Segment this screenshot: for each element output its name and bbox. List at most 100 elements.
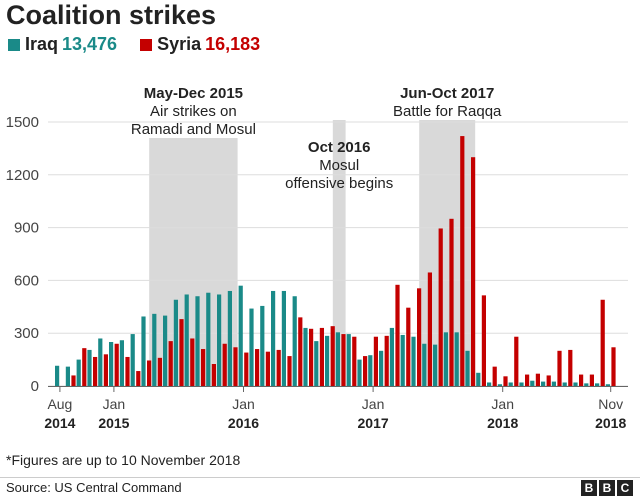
annotation-shade [332, 120, 346, 386]
bar-iraq [335, 332, 340, 386]
y-tick-label: 1500 [6, 114, 39, 131]
bar-iraq [346, 334, 351, 386]
bar-iraq [379, 350, 384, 386]
y-tick-label: 300 [14, 325, 39, 342]
bar-iraq [433, 344, 438, 386]
bar-syria [373, 336, 378, 386]
bar-syria [179, 319, 184, 386]
bar-syria [309, 328, 314, 386]
bar-iraq [411, 336, 416, 386]
bar-iraq [476, 372, 481, 386]
bar-iraq [368, 355, 373, 386]
footnote: *Figures are up to 10 November 2018 [6, 452, 241, 468]
bar-syria [384, 335, 389, 386]
bar-iraq [422, 343, 427, 386]
legend-item-iraq: Iraq 13,476 [8, 34, 117, 55]
bar-syria [449, 218, 454, 386]
chart-plot: 0 300 600 900 1200 1500 Aug 2014 Jan 2015 Jan 2016 J… [6, 85, 628, 431]
bar-iraq [584, 383, 589, 386]
y-tick-label: 600 [14, 272, 39, 289]
bar-syria [525, 374, 530, 386]
bar-iraq [163, 315, 168, 386]
bar-iraq [454, 332, 459, 386]
x-tick-month: Aug [47, 396, 72, 412]
annotation-text: Mosul [319, 157, 359, 174]
bar-iraq [400, 334, 405, 386]
bar-iraq [195, 296, 200, 386]
legend-label-syria: Syria [157, 34, 202, 54]
x-tick-year: 2016 [228, 415, 259, 431]
bar-syria [330, 326, 335, 386]
annotation-text: Air strikes on [150, 103, 237, 120]
bar-iraq [184, 294, 189, 386]
bar-syria [255, 349, 260, 386]
bar-iraq [605, 384, 610, 386]
bar-syria [417, 288, 422, 386]
legend-total-iraq: 13,476 [62, 34, 118, 54]
x-tick-month: Jan [103, 396, 126, 412]
bar-iraq [497, 384, 502, 386]
bar-syria [460, 136, 465, 386]
bar-syria [298, 317, 303, 386]
bar-syria [222, 343, 227, 386]
bar-syria [190, 338, 195, 386]
bar-iraq [152, 313, 157, 386]
bbc-logo: B B C [581, 480, 633, 496]
bar-syria [103, 354, 108, 386]
bar-syria [168, 341, 173, 386]
x-tick-month: Jan [362, 396, 385, 412]
bbc-logo-letter: B [581, 480, 597, 496]
x-tick-month: Jan [232, 396, 255, 412]
bar-iraq [227, 290, 232, 386]
bar-iraq [260, 305, 265, 386]
bar-iraq [465, 350, 470, 386]
bar-iraq [357, 359, 362, 386]
bar-syria [406, 307, 411, 386]
chart-title: Coalition strikes [6, 0, 217, 30]
bar-syria [514, 336, 519, 386]
bar-iraq [314, 341, 319, 386]
bar-syria [546, 375, 551, 386]
bar-iraq [55, 365, 60, 386]
legend: Iraq 13,476 Syria 16,183 [8, 34, 278, 55]
bar-iraq [508, 382, 513, 386]
bar-iraq [389, 327, 394, 386]
bar-syria [276, 349, 281, 386]
bar-iraq [249, 308, 254, 386]
bar-iraq [98, 338, 103, 386]
bar-iraq [595, 383, 600, 386]
bar-iraq [292, 296, 297, 386]
bar-iraq [303, 327, 308, 386]
bar-iraq [206, 292, 211, 386]
bar-syria [244, 352, 249, 386]
bar-syria [438, 228, 443, 386]
bar-syria [503, 376, 508, 386]
bar-syria [233, 347, 238, 386]
footer-divider [0, 477, 640, 478]
bar-iraq [65, 366, 70, 386]
x-tick-month: Nov [598, 396, 623, 412]
bar-iraq [562, 382, 567, 386]
bar-syria [341, 334, 346, 386]
x-tick-year: 2018 [595, 415, 626, 431]
bar-syria [82, 348, 87, 386]
bar-syria [265, 351, 270, 386]
bar-syria [114, 343, 119, 386]
bar-iraq [530, 380, 535, 386]
bar-syria [363, 356, 368, 386]
bar-iraq [76, 359, 81, 386]
legend-total-syria: 16,183 [205, 34, 261, 54]
bar-syria [579, 374, 584, 386]
annotation-title: May-Dec 2015 [144, 85, 243, 102]
x-tick-year: 2018 [487, 415, 518, 431]
bar-syria [611, 347, 616, 386]
bar-iraq [238, 285, 243, 386]
bar-iraq [443, 332, 448, 386]
x-tick-year: 2015 [98, 415, 129, 431]
bar-iraq [119, 340, 124, 386]
bar-syria [157, 357, 162, 386]
bar-iraq [325, 335, 330, 386]
bar-syria [125, 356, 130, 386]
bar-syria [319, 327, 324, 386]
bar-syria [535, 373, 540, 386]
